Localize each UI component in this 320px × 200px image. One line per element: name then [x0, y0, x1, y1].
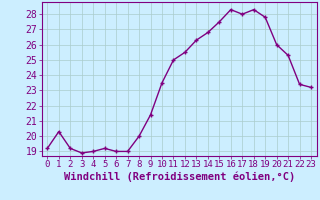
- X-axis label: Windchill (Refroidissement éolien,°C): Windchill (Refroidissement éolien,°C): [64, 172, 295, 182]
